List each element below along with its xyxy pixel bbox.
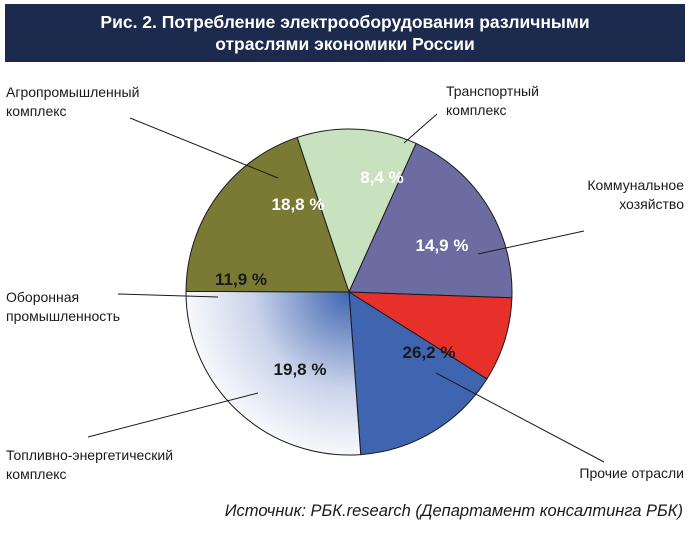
category-label-4: Топливно-энергетический комплекс — [6, 447, 173, 482]
category-label-6: Агропромышленный комплекс — [6, 84, 139, 119]
category-label-4-line-2: комплекс — [6, 466, 67, 482]
leader-line-3 — [435, 372, 605, 463]
category-label-5: Оборонная промышленность — [6, 289, 120, 324]
value-label-3: 26,2 % — [403, 343, 456, 362]
leader-line-5 — [117, 293, 219, 298]
category-label-2: Коммунальное хозяйство — [587, 177, 684, 212]
category-label-4-line-1: Топливно-энергетический — [6, 447, 173, 463]
category-label-1-line-1: Транспортный — [446, 83, 539, 99]
pie-slices — [185, 128, 513, 456]
pie-slice-2 — [348, 291, 488, 456]
leader-line-1 — [403, 113, 438, 144]
category-label-1: Транспортный комплекс — [446, 83, 539, 118]
chart-title-line1: Рис. 2. Потребление электрооборудования … — [100, 12, 590, 32]
value-label-5: 11,9 % — [215, 270, 267, 289]
category-label-5-line-1: Оборонная — [6, 289, 79, 305]
chart-title-bar: Рис. 2. Потребление электрооборудования … — [5, 4, 685, 62]
value-label-2: 14,9 % — [416, 236, 469, 255]
leader-line-4 — [87, 392, 259, 438]
category-label-6-line-1: Агропромышленный — [6, 84, 139, 100]
leader-line-6 — [129, 117, 279, 179]
value-labels: 8,4 % 14,9 % 26,2 % 19,8 % 11,9 % 18,8 % — [215, 168, 468, 379]
value-label-1: 8,4 % — [360, 168, 403, 187]
chart-title-line2: отраслями экономики России — [215, 34, 475, 54]
pie-slice-1 — [347, 291, 513, 380]
category-label-1-line-2: комплекс — [446, 102, 507, 118]
pie-chart: 8,4 % 14,9 % 26,2 % 19,8 % 11,9 % 18,8 % Тран… — [6, 83, 684, 482]
value-label-4: 19,8 % — [274, 360, 327, 379]
category-label-2-line-2: хозяйство — [619, 196, 684, 212]
category-labels: Транспортный комплекс Коммунальное хозяйств… — [6, 83, 684, 482]
leader-line-2 — [477, 230, 585, 255]
value-label-6: 18,8 % — [272, 195, 325, 214]
category-label-3: Прочие отрасли — [579, 465, 684, 481]
pie-slice-3 — [185, 290, 362, 456]
leader-lines — [87, 113, 605, 463]
pie-slice-6 — [348, 142, 513, 299]
pie-slice-4 — [185, 136, 350, 293]
category-label-2-line-1: Коммунальное — [587, 177, 684, 193]
category-label-3-line-1: Прочие отрасли — [579, 465, 684, 481]
category-label-5-line-2: промышленность — [6, 308, 120, 324]
source-note: Источник: РБК.research (Департамент конс… — [224, 502, 683, 520]
category-label-6-line-2: комплекс — [6, 103, 67, 119]
pie-slice-5 — [296, 128, 417, 294]
